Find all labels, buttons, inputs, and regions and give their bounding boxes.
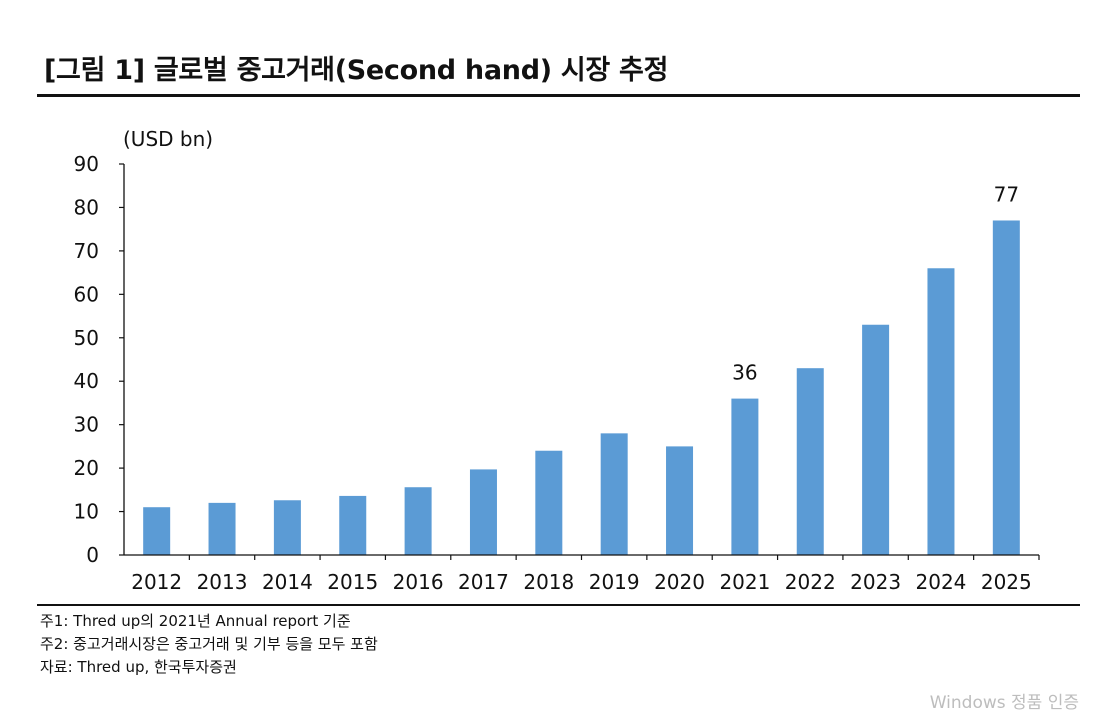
x-tick-label-2023: 2023 [850, 570, 901, 594]
bar-2025 [992, 220, 1020, 555]
footnote-1: 주1: Thred up의 2021년 Annual report 기준 [40, 612, 351, 630]
footer-divider [37, 604, 1080, 606]
bar-2014 [273, 500, 301, 555]
x-tick-label-2019: 2019 [589, 570, 640, 594]
source-note: 자료: Thred up, 한국투자증권 [40, 658, 237, 676]
bar-2013 [208, 502, 236, 555]
bar-2015 [339, 495, 367, 555]
windows-activation-watermark: Windows 정품 인증 [929, 693, 1079, 713]
bar-2012 [143, 507, 171, 555]
y-tick-label: 80 [74, 195, 99, 219]
data-label-2025: 77 [994, 182, 1019, 206]
bar-2023 [862, 324, 890, 555]
y-tick-label: 70 [74, 239, 99, 263]
y-tick-label: 40 [74, 369, 99, 393]
bar-2024 [927, 268, 955, 555]
data-label-2021: 36 [732, 361, 757, 385]
x-tick-label-2014: 2014 [262, 570, 313, 594]
y-tick-label: 30 [74, 413, 99, 437]
y-tick-label: 90 [74, 152, 99, 176]
x-tick-label-2024: 2024 [916, 570, 967, 594]
bar-series [143, 220, 1020, 555]
y-tick-label: 50 [74, 326, 99, 350]
x-tick-label-2018: 2018 [523, 570, 574, 594]
bar-2020 [666, 446, 694, 555]
x-tick-label-2012: 2012 [131, 570, 182, 594]
bar-2021 [731, 398, 759, 555]
bar-2018 [535, 450, 563, 555]
y-tick-label: 0 [86, 543, 99, 567]
x-tick-label-2013: 2013 [197, 570, 248, 594]
x-tick-label-2025: 2025 [981, 570, 1032, 594]
x-tick-label-2015: 2015 [327, 570, 378, 594]
title-divider [37, 94, 1080, 97]
bar-2019 [600, 433, 628, 555]
bar-2022 [796, 368, 824, 555]
data-labels: 36 77 [732, 182, 1019, 384]
x-tick-label-2022: 2022 [785, 570, 836, 594]
chart-title: [그림 1] 글로벌 중고거래(Second hand) 시장 추정 [44, 55, 669, 86]
y-tick-label: 10 [74, 500, 99, 524]
bar-2017 [469, 469, 497, 555]
x-tick-label-2017: 2017 [458, 570, 509, 594]
y-axis-unit-label: (USD bn) [123, 127, 213, 151]
footnote-2: 주2: 중고거래시장은 중고거래 및 기부 등을 모두 포함 [40, 635, 378, 653]
x-axis-ticks: 2012 2013 2014 2015 2016 2017 2018 2019 2020 2021… [131, 555, 1040, 594]
y-tick-label: 60 [74, 282, 99, 306]
x-tick-label-2020: 2020 [654, 570, 705, 594]
bar-2016 [404, 487, 432, 555]
y-tick-label: 20 [74, 456, 99, 480]
y-axis-ticks: 0 10 20 30 40 50 60 70 80 90 [74, 152, 124, 567]
x-tick-label-2016: 2016 [393, 570, 444, 594]
x-tick-label-2021: 2021 [719, 570, 770, 594]
footnotes: 주1: Thred up의 2021년 Annual report 기준 주2:… [40, 610, 378, 679]
